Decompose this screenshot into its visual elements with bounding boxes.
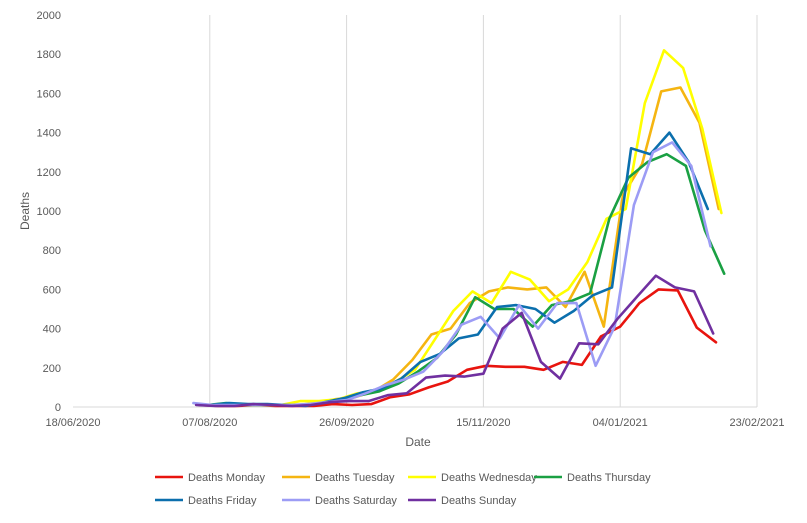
x-tick-label: 26/09/2020: [319, 417, 374, 429]
series-line-deaths-sunday: [194, 274, 715, 408]
y-tick-label: 2000: [37, 10, 61, 22]
y-tick-label: 1600: [37, 88, 61, 100]
x-tick-label: 07/08/2020: [182, 417, 237, 429]
series-line-deaths-wednesday: [203, 48, 723, 407]
legend-label-deaths-thursday: Deaths Thursday: [567, 472, 651, 484]
legend-label-deaths-saturday: Deaths Saturday: [315, 495, 397, 507]
y-tick-label: 800: [43, 245, 61, 257]
series-lines: [192, 48, 726, 408]
x-tick-label: 18/06/2020: [45, 417, 100, 429]
series-line-deaths-saturday: [192, 141, 712, 407]
x-tick-label: 04/01/2021: [593, 417, 648, 429]
legend-label-deaths-friday: Deaths Friday: [188, 495, 257, 507]
y-axis-title: Deaths: [18, 192, 32, 230]
series-line-deaths-tuesday: [200, 86, 721, 407]
legend-label-deaths-sunday: Deaths Sunday: [441, 495, 517, 507]
axes: 18/06/2020 07/08/2020 26/09/2020 15/11/2020…: [37, 10, 785, 429]
x-tick-label: 23/02/2021: [729, 417, 784, 429]
legend-label-deaths-monday: Deaths Monday: [188, 472, 266, 484]
y-tick-label: 600: [43, 284, 61, 296]
y-tick-label: 1800: [37, 49, 61, 61]
y-tick-label: 0: [55, 402, 61, 414]
x-axis-title: Date: [405, 435, 431, 449]
y-tick-label: 1200: [37, 167, 61, 179]
y-tick-label: 200: [43, 363, 61, 375]
legend-label-deaths-tuesday: Deaths Tuesday: [315, 472, 395, 484]
y-tick-label: 400: [43, 324, 61, 336]
y-tick-label: 1000: [37, 206, 61, 218]
y-tick-label: 1400: [37, 128, 61, 140]
legend-label-deaths-wednesday: Deaths Wednesday: [441, 472, 537, 484]
legend: Deaths Monday Deaths Tuesday Deaths Wednes…: [155, 472, 651, 507]
x-tick-label: 15/11/2020: [456, 417, 510, 429]
gridlines: [209, 15, 758, 407]
series-line-deaths-thursday: [205, 152, 726, 407]
